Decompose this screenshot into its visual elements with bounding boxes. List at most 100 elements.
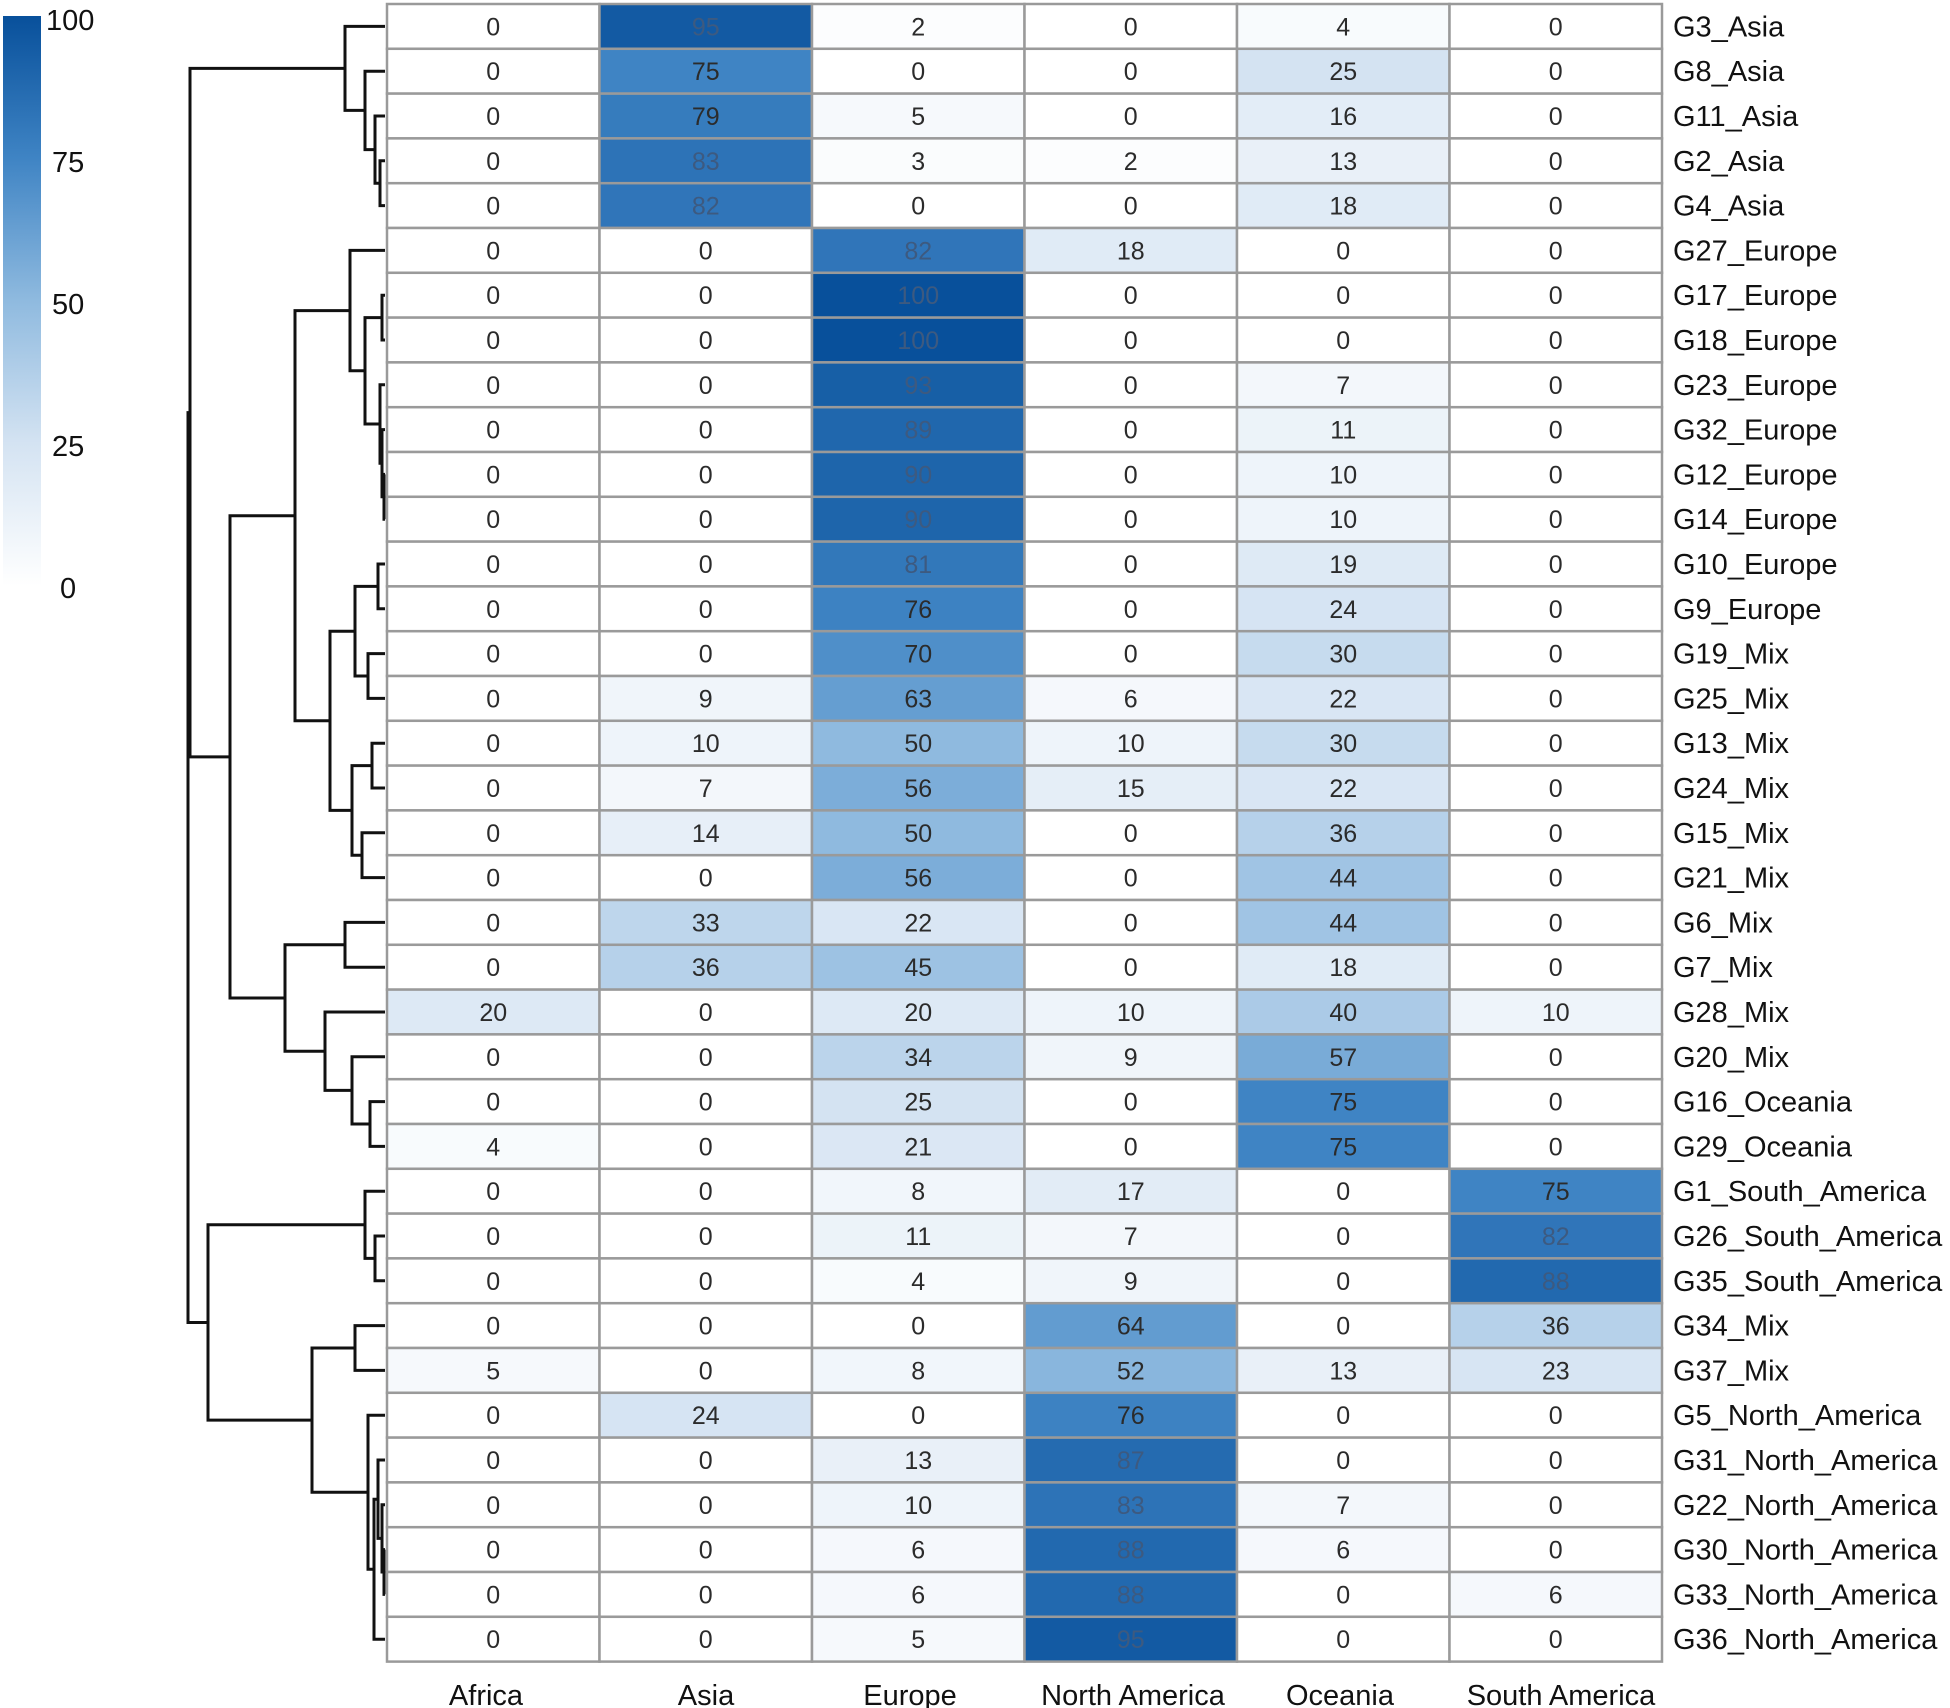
cell-value: 75 bbox=[692, 58, 720, 86]
cell-value: 0 bbox=[486, 237, 500, 265]
dendrogram-branch bbox=[378, 159, 385, 208]
cell-value: 0 bbox=[486, 954, 500, 982]
row-label: G24_Mix bbox=[1673, 773, 1790, 805]
heatmap-cell-g18-europe-europe bbox=[810, 316, 1026, 364]
heatmap-cell-g34-mix-europe bbox=[810, 1301, 1026, 1350]
heatmap-cell-g36-north-america-europe bbox=[810, 1615, 1026, 1663]
heatmap-cell-g7-mix-south-america bbox=[1448, 943, 1664, 991]
heatmap-cell-g25-mix-south-america bbox=[1448, 674, 1664, 723]
heatmap-cell-g33-north-america-north-america bbox=[1023, 1570, 1239, 1619]
cell-value: 0 bbox=[1124, 461, 1138, 489]
row-label: G8_Asia bbox=[1673, 56, 1785, 88]
heatmap-cell-g17-europe-south-america bbox=[1448, 271, 1664, 319]
heatmap-cell-g27-europe-asia bbox=[598, 226, 814, 275]
cell-value: 2 bbox=[1124, 148, 1138, 176]
cell-value: 81 bbox=[904, 551, 932, 579]
cell-value: 90 bbox=[904, 506, 932, 534]
cell-value: 0 bbox=[699, 1044, 713, 1072]
heatmap-cell-g36-north-america-oceania bbox=[1235, 1615, 1451, 1663]
cell-value: 11 bbox=[1330, 417, 1356, 445]
cell-value: 0 bbox=[1549, 58, 1563, 86]
cell-value: 10 bbox=[1329, 461, 1357, 489]
cell-value: 0 bbox=[1549, 237, 1563, 265]
cell-value: 88 bbox=[1117, 1581, 1145, 1609]
cell-value: 0 bbox=[1124, 417, 1138, 445]
row-label: G10_Europe bbox=[1673, 549, 1837, 581]
heatmap-cell-g24-mix-oceania bbox=[1235, 764, 1451, 812]
cell-value: 76 bbox=[1117, 1402, 1145, 1430]
cell-value: 22 bbox=[1329, 685, 1357, 713]
heatmap-cell-g16-oceania-asia bbox=[598, 1077, 814, 1126]
heatmap-cell-g20-mix-africa bbox=[385, 1033, 601, 1081]
heatmap-cell-g26-south-america-asia bbox=[598, 1212, 814, 1260]
heatmap-cell-g23-europe-europe bbox=[810, 361, 1026, 409]
heatmap-cell-g3-asia-europe bbox=[810, 2, 1026, 51]
cell-value: 0 bbox=[1124, 954, 1138, 982]
cell-value: 0 bbox=[1336, 1402, 1350, 1430]
cell-value: 0 bbox=[1124, 103, 1138, 131]
row-label: G31_North_America bbox=[1673, 1445, 1938, 1477]
row-labels: G3_Asia G8_Asia G11_Asia G2_Asia G4_Asia G27_… bbox=[1673, 11, 1943, 1656]
heatmap-cell-g26-south-america-north-america bbox=[1023, 1212, 1239, 1260]
cell-value: 0 bbox=[699, 1313, 713, 1341]
row-label: G34_Mix bbox=[1673, 1311, 1790, 1343]
row-label: G29_Oceania bbox=[1673, 1131, 1853, 1163]
row-label: G22_North_America bbox=[1673, 1490, 1938, 1522]
row-label: G33_North_America bbox=[1673, 1579, 1938, 1611]
cell-value: 8 bbox=[911, 1178, 925, 1206]
cell-value: 16 bbox=[1329, 103, 1357, 131]
row-label: G37_Mix bbox=[1673, 1355, 1790, 1387]
row-label: G9_Europe bbox=[1673, 594, 1821, 626]
heatmap-cell-g15-mix-europe bbox=[810, 809, 1026, 857]
heatmap-cell-g26-south-america-oceania bbox=[1235, 1212, 1451, 1260]
row-label: G28_Mix bbox=[1673, 997, 1790, 1029]
cell-value: 10 bbox=[1542, 999, 1570, 1027]
heatmap-cell-g30-north-america-europe bbox=[810, 1525, 1026, 1574]
heatmap-cell-g22-north-america-europe bbox=[810, 1481, 1026, 1529]
heatmap-cell-g34-mix-south-america bbox=[1448, 1301, 1664, 1350]
cell-value: 0 bbox=[1549, 820, 1563, 848]
cell-value: 0 bbox=[699, 1492, 713, 1520]
cell-value: 25 bbox=[1329, 58, 1357, 86]
row-label: G1_South_America bbox=[1673, 1176, 1927, 1208]
heatmap-cell-g30-north-america-south-america bbox=[1448, 1525, 1664, 1574]
heatmap-cell-g13-mix-north-america bbox=[1023, 719, 1239, 767]
cell-value: 0 bbox=[1549, 909, 1563, 937]
heatmap-cell-g6-mix-north-america bbox=[1023, 898, 1239, 947]
cell-value: 19 bbox=[1329, 551, 1357, 579]
cell-value: 76 bbox=[904, 596, 932, 624]
heatmap-cell-g23-europe-south-america bbox=[1448, 361, 1664, 409]
cell-value: 0 bbox=[1549, 551, 1563, 579]
cell-value: 0 bbox=[486, 1044, 500, 1072]
row-label: G25_Mix bbox=[1673, 683, 1790, 715]
heatmap-cell-g9-europe-asia bbox=[598, 585, 814, 633]
cell-value: 0 bbox=[699, 506, 713, 534]
column-label: Europe bbox=[863, 1680, 957, 1708]
cell-value: 0 bbox=[699, 551, 713, 579]
cell-value: 0 bbox=[1549, 193, 1563, 221]
heatmap-cell-g31-north-america-south-america bbox=[1448, 1436, 1664, 1484]
cell-value: 0 bbox=[1549, 282, 1563, 310]
heatmap-cell-g20-mix-oceania bbox=[1235, 1033, 1451, 1081]
cell-value: 0 bbox=[486, 148, 500, 176]
row-label: G36_North_America bbox=[1673, 1624, 1938, 1656]
heatmap-cell-g26-south-america-africa bbox=[385, 1212, 601, 1260]
heatmap-cell-g15-mix-south-america bbox=[1448, 809, 1664, 857]
cell-value: 0 bbox=[1124, 641, 1138, 669]
cell-value: 87 bbox=[1117, 1447, 1145, 1475]
cell-value: 0 bbox=[1549, 148, 1563, 176]
cell-value: 0 bbox=[699, 1089, 713, 1117]
dendrogram-branch bbox=[343, 920, 385, 969]
cell-value: 24 bbox=[1329, 596, 1357, 624]
cell-value: 0 bbox=[1336, 1581, 1350, 1609]
cell-value: 0 bbox=[699, 282, 713, 310]
dendrogram-branch bbox=[188, 66, 345, 759]
cell-value: 5 bbox=[486, 1357, 500, 1385]
cell-value: 0 bbox=[1336, 327, 1350, 355]
cell-value: 10 bbox=[1329, 506, 1357, 534]
heatmap-cell-g19-mix-south-america bbox=[1448, 629, 1664, 678]
legend-tick-25: 25 bbox=[52, 431, 84, 463]
cell-value: 8 bbox=[911, 1357, 925, 1385]
cell-value: 44 bbox=[1329, 909, 1357, 937]
cell-value: 0 bbox=[1549, 461, 1563, 489]
